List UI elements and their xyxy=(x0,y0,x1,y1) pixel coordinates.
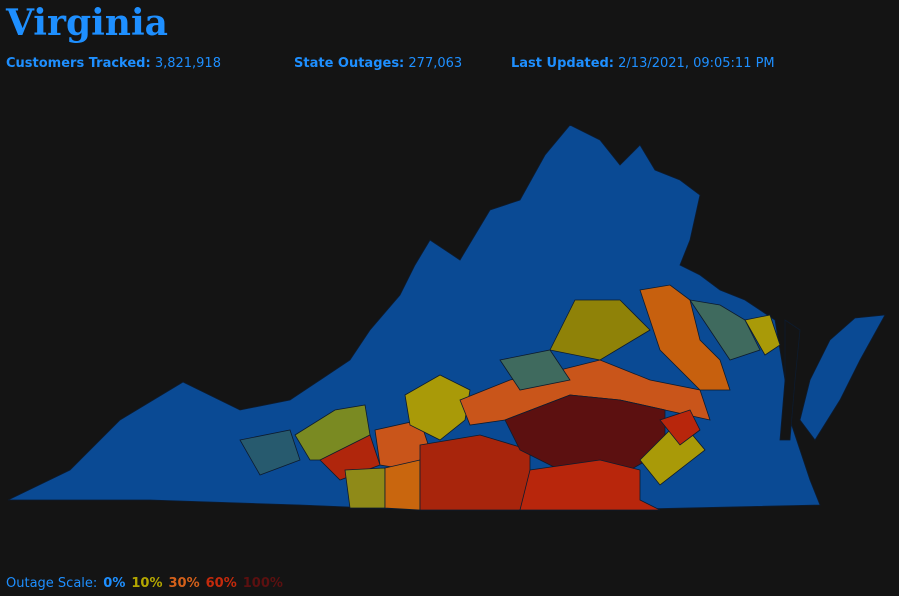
scale-level: 30% xyxy=(168,576,200,591)
outage-scale: Outage Scale: 0% 10% 30% 60% 100% xyxy=(6,576,283,591)
county xyxy=(384,459,421,511)
scale-level: 10% xyxy=(131,576,163,591)
county xyxy=(659,409,701,446)
stat-value: 2/13/2021, 09:05:11 PM xyxy=(618,56,775,71)
state-title: Virginia xyxy=(6,2,168,44)
scale-level: 0% xyxy=(103,576,126,591)
stat: State Outages: 277,063 xyxy=(294,56,462,71)
stat: Last Updated: 2/13/2021, 09:05:11 PM xyxy=(511,56,775,71)
county xyxy=(689,299,761,361)
stat: Customers Tracked: 3,821,918 xyxy=(6,56,221,71)
county xyxy=(549,299,651,361)
scale-label: Outage Scale: xyxy=(6,576,98,591)
county xyxy=(419,434,531,511)
stat-label: State Outages: xyxy=(294,56,405,71)
county xyxy=(344,467,386,509)
county xyxy=(639,284,731,391)
county xyxy=(519,459,661,511)
stat-value: 3,821,918 xyxy=(154,56,221,71)
state-map xyxy=(7,124,886,511)
stat-value: 277,063 xyxy=(408,56,463,71)
eastern-shore xyxy=(799,314,886,441)
county xyxy=(404,374,471,441)
stat-label: Customers Tracked: xyxy=(6,56,151,71)
scale-level: 100% xyxy=(242,576,283,591)
bay xyxy=(779,319,801,441)
county xyxy=(239,429,301,476)
county xyxy=(744,314,781,356)
scale-level: 60% xyxy=(205,576,237,591)
county xyxy=(499,349,571,391)
stat-label: Last Updated: xyxy=(511,56,615,71)
